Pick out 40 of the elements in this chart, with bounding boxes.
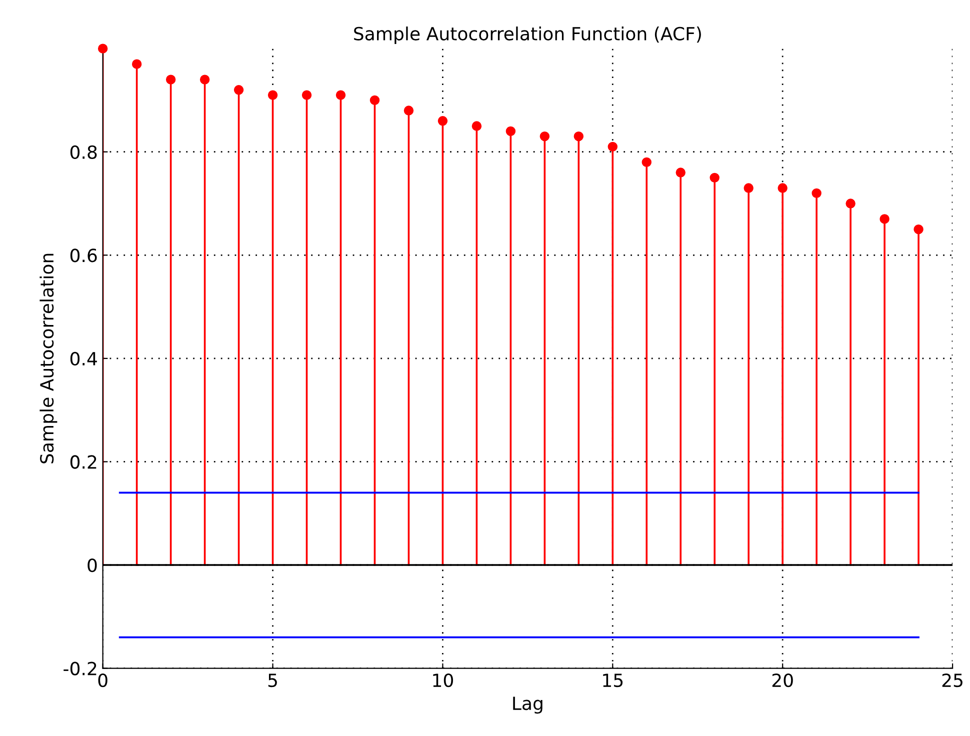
x-tick-label: 0: [98, 673, 108, 688]
point: [778, 183, 788, 193]
point: [846, 198, 856, 208]
x-tick-label: 10: [433, 673, 453, 688]
point: [914, 224, 924, 234]
point: [710, 172, 720, 183]
x-axis-title: Lag: [513, 696, 542, 714]
chart-title: Sample Autocorrelation Function (ACF): [354, 26, 701, 44]
x-tick-label: 20: [772, 673, 793, 688]
y-axis-title: Sample Autocorrelation: [40, 254, 58, 464]
point: [472, 121, 482, 131]
point: [540, 132, 550, 142]
point: [880, 214, 890, 224]
point: [336, 90, 346, 100]
y-tick-label: 0.6: [70, 248, 97, 262]
x-tick-label: 25: [942, 673, 962, 688]
point: [676, 168, 686, 178]
point: [98, 44, 108, 54]
y-tick-label: 0.2: [70, 455, 96, 469]
y-tick-label: -0.2: [64, 662, 96, 676]
point: [132, 59, 142, 69]
x-tick-label: 5: [268, 674, 277, 688]
point: [812, 188, 822, 198]
point: [438, 116, 448, 126]
point: [268, 90, 278, 100]
point: [608, 142, 618, 152]
y-tick-label: 0: [88, 558, 97, 572]
point: [166, 74, 176, 84]
point: [506, 126, 516, 136]
point: [302, 90, 312, 100]
point: [200, 74, 210, 84]
point: [744, 183, 754, 193]
point: [642, 157, 652, 168]
x-tick-label: 15: [603, 674, 623, 688]
y-tick-label: 0.8: [70, 145, 97, 159]
point: [234, 85, 244, 95]
point: [404, 106, 414, 116]
point: [370, 95, 380, 106]
point: [574, 132, 584, 142]
y-tick-label: 0.4: [70, 352, 97, 366]
